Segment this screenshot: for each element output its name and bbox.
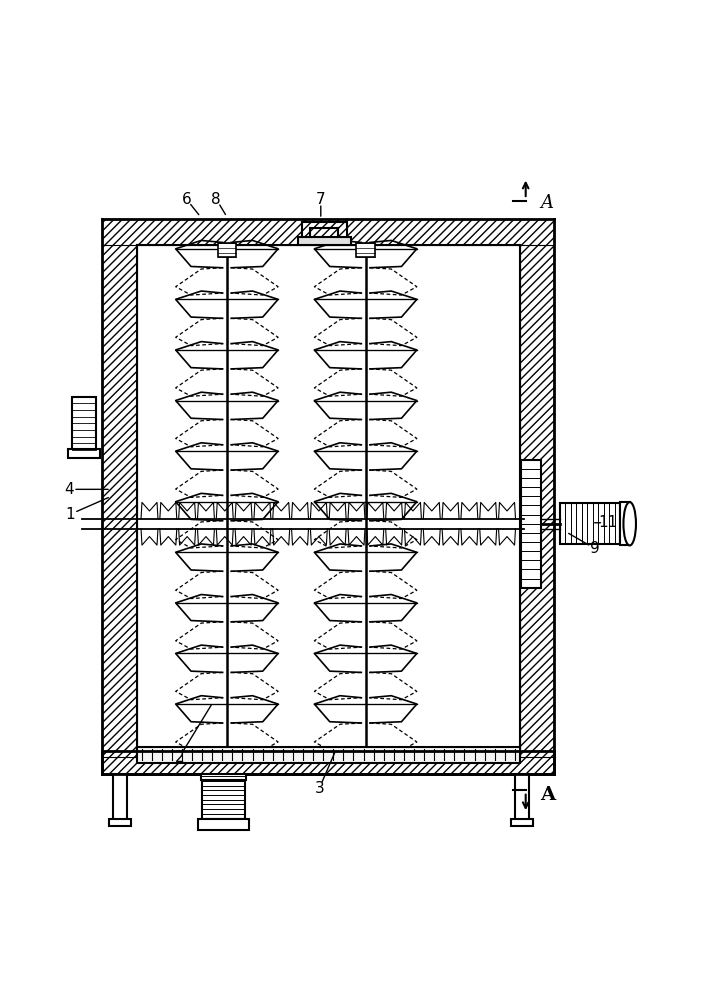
Bar bbox=[136, 245, 520, 757]
Text: 11: 11 bbox=[598, 515, 617, 530]
Ellipse shape bbox=[624, 502, 636, 545]
Text: A: A bbox=[540, 194, 553, 212]
Bar bbox=[103, 751, 554, 774]
Bar bbox=[113, 774, 128, 820]
Text: 3: 3 bbox=[315, 781, 324, 796]
Bar bbox=[201, 774, 246, 780]
Text: A: A bbox=[540, 786, 555, 804]
Text: 9: 9 bbox=[590, 541, 599, 556]
Text: 7: 7 bbox=[316, 192, 326, 207]
Bar bbox=[68, 449, 100, 458]
Bar bbox=[520, 219, 554, 774]
Bar bbox=[110, 819, 130, 826]
Bar bbox=[202, 776, 244, 819]
Bar bbox=[515, 774, 529, 820]
Text: 6: 6 bbox=[181, 192, 191, 207]
Text: 1: 1 bbox=[65, 507, 75, 522]
Text: 4: 4 bbox=[64, 482, 74, 497]
Bar bbox=[560, 503, 620, 544]
Bar bbox=[103, 757, 554, 774]
Bar bbox=[521, 460, 541, 588]
Bar bbox=[218, 243, 236, 257]
Bar bbox=[103, 219, 554, 245]
Bar bbox=[136, 747, 520, 763]
Bar bbox=[356, 243, 375, 257]
Bar bbox=[198, 819, 249, 830]
Text: 2: 2 bbox=[174, 750, 184, 765]
Bar bbox=[72, 397, 96, 450]
Bar bbox=[511, 819, 533, 826]
Bar bbox=[298, 237, 351, 245]
Bar bbox=[620, 502, 630, 545]
Text: 8: 8 bbox=[212, 192, 221, 207]
Bar bbox=[103, 219, 136, 774]
